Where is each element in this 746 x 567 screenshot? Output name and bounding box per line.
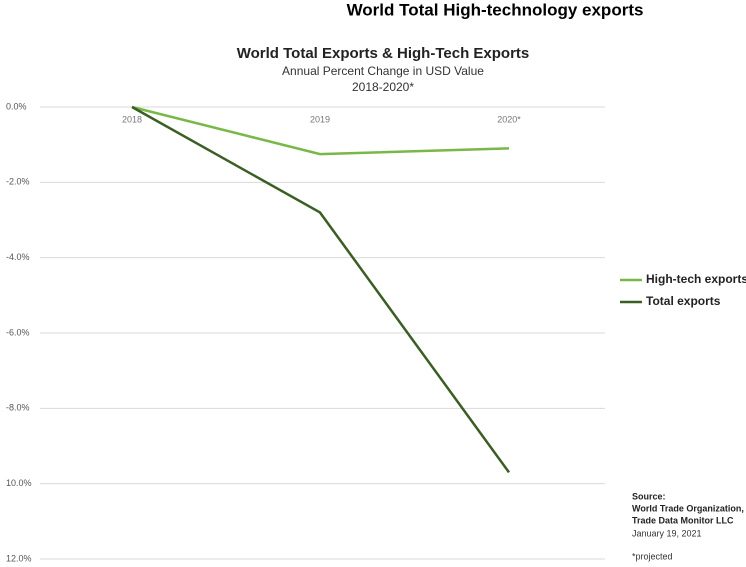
page-title: World Total High-technology exports (347, 0, 644, 19)
line-series (131, 105, 510, 156)
y-tick-label: 0.0% (6, 101, 27, 111)
source: January 19, 2021 (632, 528, 702, 538)
chart-title: World Total Exports & High-Tech Exports (237, 45, 530, 62)
legend-label: High-tech exports (646, 272, 746, 286)
y-tick-label: -6.0% (6, 327, 30, 337)
line-series (131, 105, 511, 474)
legend-label: Total exports (646, 294, 721, 308)
x-tick-label: 2020* (497, 114, 521, 124)
x-tick-label: 2018 (122, 114, 142, 124)
y-tick-label: -4.0% (6, 252, 30, 262)
chart-subtitle: 2018-2020* (352, 80, 414, 94)
y-tick-label: 10.0% (6, 478, 32, 488)
source: World Trade Organization, (632, 503, 744, 513)
y-tick-label: 12.0% (6, 553, 32, 563)
x-tick-label: 2019 (310, 114, 330, 124)
y-tick-label: -2.0% (6, 177, 30, 187)
y-tick-label: -8.0% (6, 403, 30, 413)
source: Source: (632, 491, 666, 501)
source: Trade Data Monitor LLC (632, 515, 734, 525)
chart-subtitle: Annual Percent Change in USD Value (282, 64, 484, 78)
note: *projected (632, 551, 673, 561)
